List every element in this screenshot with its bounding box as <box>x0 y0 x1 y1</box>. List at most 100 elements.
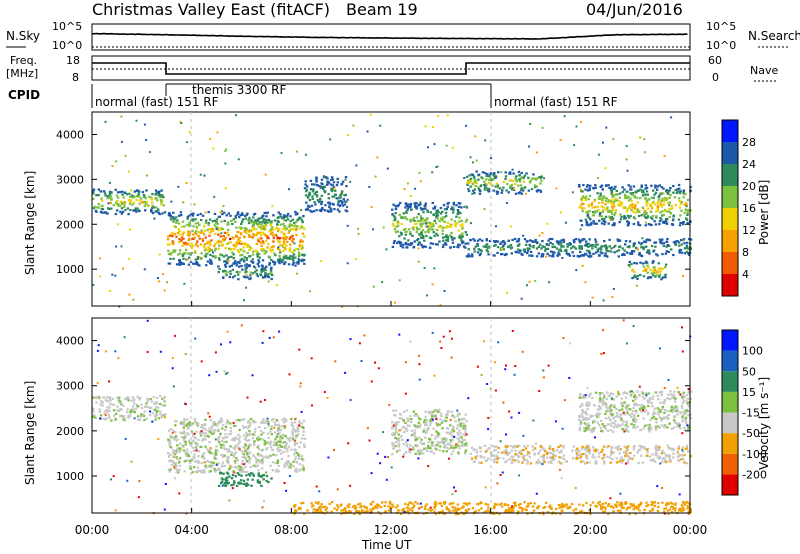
velocity-echo-cell <box>577 418 581 421</box>
power-echo-cell <box>446 221 450 224</box>
power-echo-cell <box>180 236 184 239</box>
velocity-echo-cell <box>555 449 559 452</box>
power-echo-cell <box>211 220 214 223</box>
power-echo-cell <box>591 244 595 247</box>
velocity-echo-cell <box>123 418 127 421</box>
power-echo-cell <box>627 221 631 225</box>
power-echo-cell <box>257 259 260 262</box>
velocity-echo-cell <box>249 417 253 421</box>
power-echo-cell <box>253 212 257 215</box>
power-echo-cell <box>137 191 141 194</box>
velocity-echo-cell <box>626 454 630 457</box>
power-echo-cell <box>260 247 263 250</box>
velocity-echo-cell <box>585 428 588 431</box>
power-echo-cell <box>286 240 289 243</box>
power-echo-cell <box>427 231 430 234</box>
velocity-echo-cell <box>262 418 265 421</box>
power-echo-cell <box>423 204 426 207</box>
power-scatter-cell <box>391 213 394 216</box>
power-echo-cell <box>588 194 592 197</box>
nsearch-tick-high: 10^5 <box>706 20 736 33</box>
power-scatter-cell <box>166 281 168 284</box>
power-echo-cell <box>689 247 693 250</box>
velocity-echo-cell <box>609 418 612 421</box>
power-scatter-cell <box>352 124 355 127</box>
velocity-echo-cell <box>626 403 629 407</box>
power-echo-cell <box>224 269 227 272</box>
power-echo-cell <box>630 209 633 212</box>
velocity-echo-cell <box>680 458 683 461</box>
power-echo-cell <box>172 249 175 252</box>
power-scatter-cell <box>524 192 527 195</box>
velocity-echo-cell <box>413 434 416 437</box>
velocity-echo-cell <box>601 403 605 406</box>
velocity-echo-cell <box>209 448 212 451</box>
velocity-echo-cell <box>586 449 589 452</box>
velocity-echo-cell <box>116 396 119 399</box>
power-echo-cell <box>435 214 438 217</box>
velocity-echo-cell <box>641 404 645 407</box>
power-scatter-cell <box>534 279 537 282</box>
power-scatter-cell <box>474 135 477 138</box>
velocity-echo-cell <box>636 425 639 428</box>
power-echo-cell <box>454 225 457 228</box>
power-echo-cell <box>120 207 124 210</box>
power-echo-cell <box>263 252 266 255</box>
power-echo-cell <box>265 265 268 268</box>
velocity-echo-cell <box>257 447 261 450</box>
velocity-echo-cell <box>531 448 535 452</box>
power-echo-cell <box>397 224 400 227</box>
velocity-echo-cell <box>115 409 119 412</box>
power-scatter-cell <box>158 280 161 283</box>
velocity-echo-cell <box>223 441 226 444</box>
velocity-echo-cell <box>612 417 615 420</box>
velocity-echo-cell <box>193 456 196 459</box>
power-echo-cell <box>636 208 639 211</box>
power-echo-cell <box>514 250 517 253</box>
velocity-echo-cell <box>674 405 677 408</box>
velocity-echo-cell <box>253 464 256 467</box>
power-echo-cell <box>282 222 285 225</box>
velocity-echo-cell <box>405 429 409 432</box>
velocity-echo-cell <box>686 397 689 400</box>
velocity-echo-cell <box>218 468 221 471</box>
power-scatter-cell <box>602 299 605 302</box>
velocity-echo-cell <box>506 445 509 448</box>
velocity-echo-cell <box>146 397 150 400</box>
velocity-echo-cell <box>640 406 643 410</box>
velocity-echo-cell <box>430 415 434 418</box>
velocity-echo-cell <box>685 462 688 465</box>
power-echo-cell <box>138 202 141 205</box>
power-echo-cell <box>188 233 191 236</box>
velocity-echo-cell <box>655 444 658 447</box>
power-echo-cell <box>583 207 586 210</box>
velocity-echo-cell <box>626 459 630 462</box>
velocity-echo-cell <box>218 420 221 423</box>
power-echo-cell <box>191 218 195 221</box>
power-echo-cell <box>299 241 302 244</box>
power-echo-cell <box>261 240 264 243</box>
nave-tick-low: 0 <box>712 71 719 84</box>
beam-label: Beam 19 <box>346 0 418 19</box>
velocity-echo-cell <box>449 432 452 435</box>
power-echo-cell <box>435 210 438 213</box>
velocity-echo-cell <box>225 482 229 485</box>
velocity-echo-cell <box>464 449 468 452</box>
velocity-echo-cell <box>670 448 673 451</box>
velocity-echo-cell <box>602 445 606 448</box>
velocity-echo-cell <box>409 415 412 418</box>
velocity-echo-cell <box>216 422 220 425</box>
velocity-echo-cell <box>267 441 271 444</box>
power-scatter-cell <box>355 164 358 167</box>
power-echo-cell <box>410 208 413 211</box>
velocity-echo-cell <box>149 398 152 401</box>
power-echo-cell <box>522 248 525 251</box>
power-echo-cell <box>645 238 648 241</box>
velocity-echo-cell <box>394 427 397 430</box>
power-echo-cell <box>167 249 170 252</box>
velocity-echo-cell <box>291 431 294 434</box>
velocity-echo-cell <box>189 467 193 470</box>
velocity-echo-cell <box>582 460 585 463</box>
power-echo-cell <box>668 215 671 218</box>
